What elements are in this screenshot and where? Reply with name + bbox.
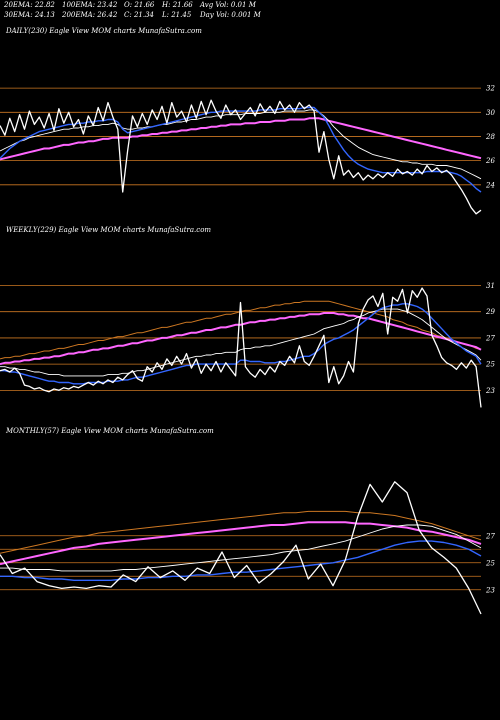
header-ema200: 200EMA: 26.42 bbox=[62, 11, 118, 19]
header-close: C: 21.34 bbox=[124, 11, 154, 19]
daily-panel-label: DAILY(230) Eagle View MOM charts MunafaS… bbox=[6, 27, 202, 35]
header-ema30: 30EMA: 24.13 bbox=[4, 11, 55, 19]
weekly-tick-label: 25 bbox=[485, 361, 495, 369]
header-ema20: 20EMA: 22.82 bbox=[4, 1, 55, 9]
monthly-panel-label: MONTHLY(57) Eagle View MOM charts Munafa… bbox=[6, 427, 214, 435]
monthly-tick-label: 27 bbox=[485, 532, 495, 540]
monthly-ema-fast-line bbox=[0, 540, 482, 581]
daily-tick-label: 26 bbox=[485, 157, 495, 165]
daily-ema-fast-line bbox=[0, 106, 482, 193]
daily-ema-mid-line bbox=[0, 109, 482, 180]
daily-ema-slow-line bbox=[0, 117, 482, 161]
weekly-chart: 31 29 27 25 23 bbox=[0, 282, 495, 408]
header-ema100: 100EMA: 23.42 bbox=[62, 1, 118, 9]
weekly-panel-label: WEEKLY(229) Eagle View MOM charts Munafa… bbox=[6, 226, 212, 234]
header-avg-vol: Avg Vol: 0.01 M bbox=[200, 1, 256, 9]
monthly-ema-mid-line bbox=[0, 524, 482, 572]
weekly-tick-label: 23 bbox=[485, 387, 495, 395]
header-day-vol: Day Vol: 0.001 M bbox=[200, 11, 261, 19]
daily-chart: 32 30 28 26 24 bbox=[0, 85, 495, 215]
monthly-ema-long-line bbox=[0, 510, 482, 554]
header-open: O: 21.66 bbox=[124, 1, 155, 9]
weekly-tick-label: 31 bbox=[486, 282, 495, 290]
weekly-ema-slow-line bbox=[0, 312, 482, 366]
weekly-tick-label: 29 bbox=[485, 308, 495, 316]
daily-tick-label: 24 bbox=[485, 181, 495, 189]
daily-tick-label: 30 bbox=[486, 109, 495, 117]
weekly-tick-label: 27 bbox=[485, 334, 495, 342]
weekly-ema-fast-line bbox=[0, 303, 482, 385]
weekly-price-line bbox=[0, 287, 482, 408]
daily-tick-label: 28 bbox=[485, 133, 495, 141]
monthly-tick-label: 23 bbox=[485, 586, 495, 594]
monthly-tick-label: 25 bbox=[485, 559, 495, 567]
daily-tick-label: 32 bbox=[486, 85, 495, 93]
monthly-price-line bbox=[0, 481, 482, 615]
header-high: H: 21.66 bbox=[162, 1, 193, 9]
daily-price-line bbox=[0, 99, 482, 215]
monthly-chart: 27 25 23 bbox=[0, 481, 495, 615]
weekly-ema-mid-line bbox=[0, 308, 482, 377]
monthly-ema-slow-line bbox=[0, 521, 482, 566]
header-low: L: 21.45 bbox=[162, 11, 192, 19]
